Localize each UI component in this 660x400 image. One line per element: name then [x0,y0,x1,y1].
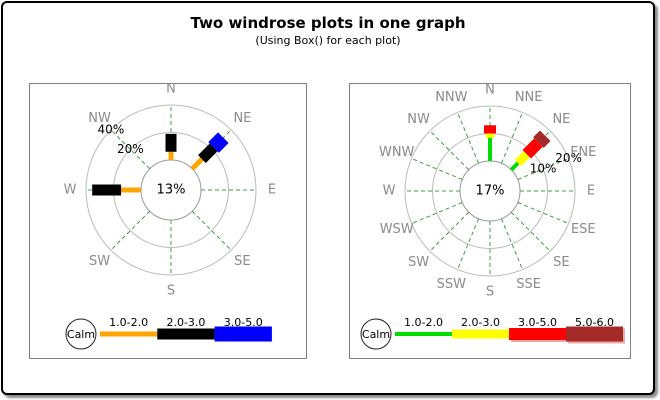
radial-gridline [191,210,232,251]
compass-label-e: E [268,183,276,198]
compass-label-nw: NW [407,112,430,127]
legend-band-label: 3.0-5.0 [224,316,263,329]
legend-band-label: 5.0-6.0 [575,316,614,329]
windrose-panel-left: 20% 40% N NE E SE S SW W NW 13% Calm 1.0-2.0 2.0-3.0 3… [29,83,307,359]
compass-label-wnw: WNW [379,145,415,160]
windrose-chart-left: 20% 40% N NE E SE S SW W NW 13% Calm 1.0-2.0 2.0-3.0 3… [64,84,276,350]
legend-band-label: 3.0-5.0 [518,316,557,329]
compass-label-ne: NE [552,112,570,127]
compass-label-n: N [485,84,495,98]
compass-label-nw: NW [88,111,111,126]
compass-label-w: W [64,183,77,198]
ring-label: 40% [98,122,125,136]
legend-band [566,326,623,342]
compass-label-ne: NE [233,111,251,126]
radial-gridline [411,158,463,180]
compass-label-ene: ENE [570,145,596,160]
compass-label-e: E [587,184,595,199]
legend-calm-label: Calm [67,328,95,341]
compass-label-se: SE [553,255,569,270]
radial-gridline [510,211,551,252]
compass-label-ssw: SSW [437,277,467,292]
spoke-segment-NE [198,143,218,163]
legend-band [509,328,566,340]
ring-label: 20% [555,151,582,165]
compass-label-s: S [486,285,494,300]
radial-gridline [501,218,523,270]
chart-title: Two windrose plots in one graph [190,14,466,32]
compass-label-n: N [166,84,176,97]
calm-percent-label: 13% [157,183,186,198]
spoke-segment-NE [208,132,229,153]
radial-gridline [517,158,569,180]
spoke-segment-NE [533,130,551,148]
spoke-segment-NE [190,157,204,171]
legend-band-label: 1.0-2.0 [404,316,443,329]
compass-label-w: W [383,184,396,199]
compass-label-nnw: NNW [435,90,467,105]
radial-gridline [457,112,479,164]
spoke-segment-NE [522,138,543,159]
graph-frame: Two windrose plots in one graph (Using B… [1,1,655,395]
legend-band [214,326,272,342]
radial-gridline [429,130,470,171]
windrose-chart-right: 10%20% N NNE NE ENE E ESE SE SSE S SSW SW WSW W WNW NW N… [360,84,625,350]
ring-label: 20% [117,142,144,156]
legend-calm-circle [65,318,97,350]
grid-ring [404,105,576,277]
compass-label-se: SE [234,254,250,269]
radial-gridline [501,112,523,164]
radial-gridline [411,202,463,224]
legend-band-label: 1.0-2.0 [109,316,148,329]
compass-label-ese: ESE [571,222,596,237]
windrose-panel-right: 10% 20% N NNE NE ENE E ESE SE SSE S SSW SW WSW W WNW NW N… [349,83,631,359]
compass-label-s: S [167,284,175,299]
radial-gridline [517,202,569,224]
chart-subtitle: (Using Box() for each plot) [255,34,401,47]
legend-band [452,329,509,339]
legend-calm-label: Calm [362,328,390,341]
radial-gridline [110,210,151,251]
radial-gridline [429,211,470,252]
legend-band-label: 2.0-3.0 [461,316,500,329]
spoke-segment-NE [514,151,530,167]
spoke-segment-NE [509,161,520,172]
compass-label-nne: NNE [515,90,543,105]
legend-band [100,331,158,337]
radial-gridline [110,129,151,170]
compass-label-wsw: WSW [380,222,414,237]
legend-band [157,328,215,340]
grid-ring [85,104,257,276]
compass-label-sw: SW [89,254,110,269]
legend-band-label: 2.0-3.0 [166,316,205,329]
calm-percent-label: 17% [476,184,505,199]
radial-gridline [457,218,479,270]
legend-band [395,332,452,336]
compass-label-sse: SSE [516,277,541,292]
legend-calm-circle [360,318,392,350]
ring-label: 10% [530,161,557,175]
compass-label-sw: SW [408,255,429,270]
